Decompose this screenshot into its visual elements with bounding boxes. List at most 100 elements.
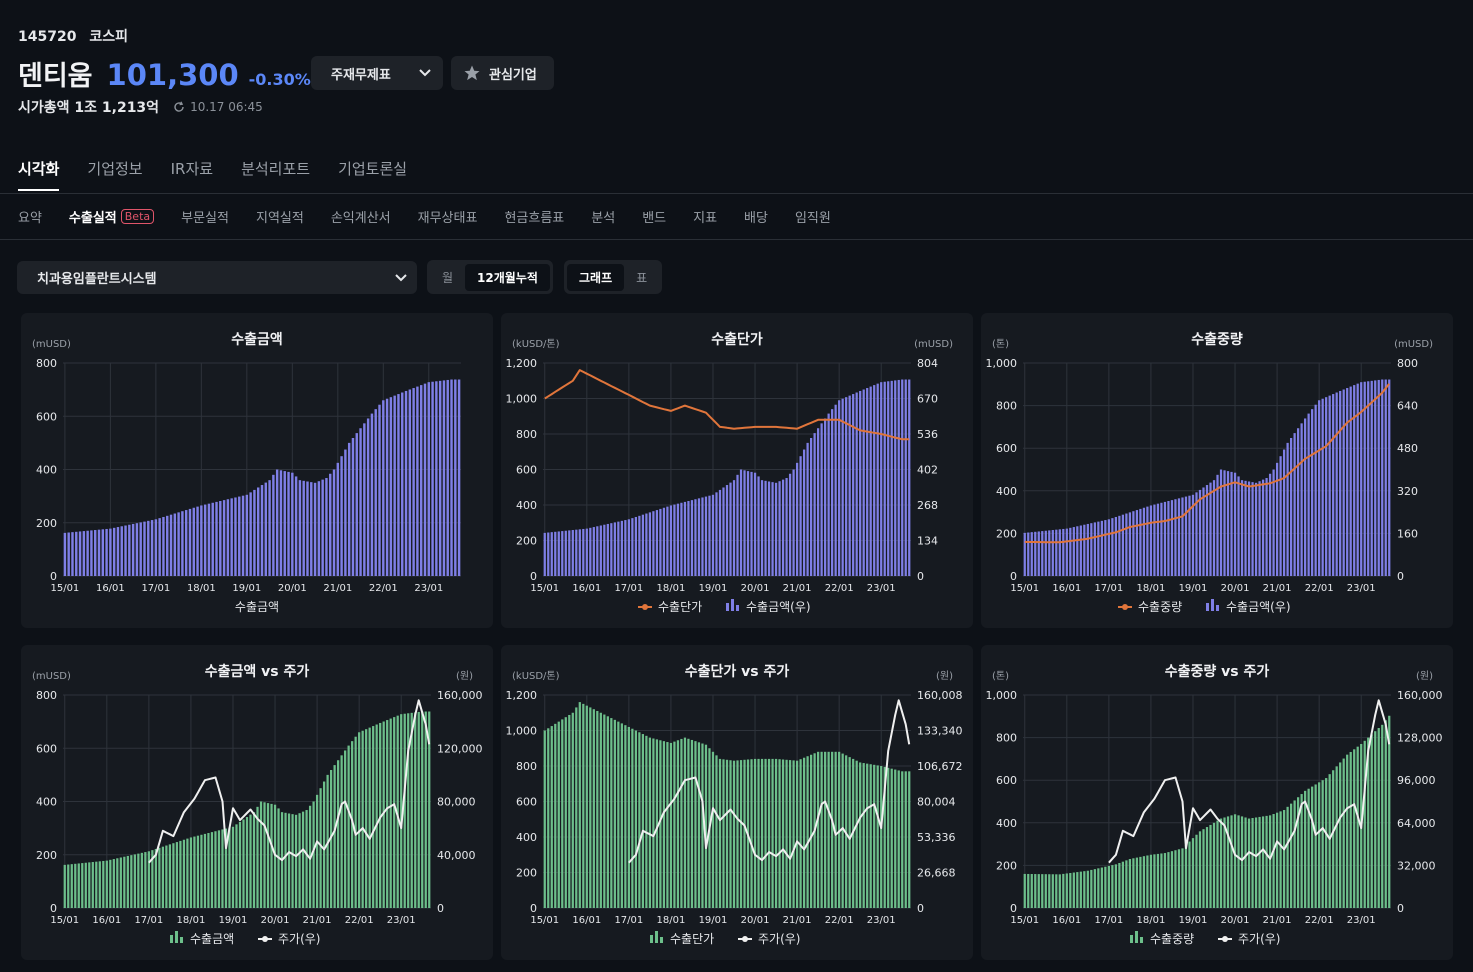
bar	[564, 530, 567, 576]
x-tick-label: 18/01	[1137, 915, 1166, 926]
view-option-graph[interactable]: 그래프	[567, 263, 625, 291]
unitprice-vs-price-chart: 수출단가 vs 주가 (kUSD/톤) (원) 0 200 400 600 800 1,000 1…	[506, 663, 963, 946]
period-option-ttm[interactable]: 12개월누적	[465, 263, 550, 291]
x-tick-label: 16/01	[1052, 915, 1081, 926]
tab-discussion[interactable]: 기업토론실	[338, 160, 408, 178]
subtab-cash-flow[interactable]: 현금흐름표	[504, 211, 565, 226]
bar	[446, 379, 449, 576]
bar	[1293, 433, 1296, 576]
tab-visualization[interactable]: 시각화	[18, 158, 60, 191]
chart-panel-export-amount: 수출금액 (mUSD) 0 200 400 600 800 15/01 16/01 17/01 18…	[21, 313, 493, 628]
period-option-monthly[interactable]: 월	[442, 270, 454, 285]
bar	[192, 507, 195, 576]
bar	[238, 496, 241, 576]
bar	[827, 413, 830, 576]
x-tick-label: 19/01	[699, 915, 728, 926]
favorite-button[interactable]: 관심기업	[451, 56, 554, 90]
bar	[1139, 856, 1142, 908]
bar	[575, 707, 578, 908]
bar	[1279, 456, 1282, 576]
company-name: 덴티움	[18, 61, 93, 92]
refresh-icon	[174, 101, 184, 112]
bar	[817, 751, 820, 908]
subtab-income-statement[interactable]: 손익계산서	[330, 211, 391, 226]
subtab-band[interactable]: 밴드	[642, 211, 667, 226]
bar	[1153, 504, 1156, 576]
bar	[119, 857, 122, 908]
bar	[848, 395, 851, 576]
financial-statement-dropdown[interactable]: 주재무제표	[311, 56, 443, 90]
bar	[165, 845, 168, 908]
bar	[1058, 529, 1061, 576]
tab-ir[interactable]: IR자료	[170, 160, 214, 178]
subtab-summary[interactable]: 요약	[18, 211, 42, 226]
bar	[690, 739, 694, 908]
bar	[252, 812, 256, 908]
bar	[1377, 728, 1380, 908]
bar	[1065, 873, 1068, 908]
y2-tick-label: 0	[1397, 570, 1404, 583]
subtab-executives[interactable]: 임직원	[794, 211, 831, 226]
bar	[690, 500, 694, 576]
bar	[568, 714, 571, 908]
bar	[139, 522, 142, 576]
bar	[1314, 784, 1317, 908]
y-tick-label: 800	[996, 400, 1017, 413]
subtab-export[interactable]: 수출실적 Beta	[69, 207, 155, 226]
subtab-analysis[interactable]: 분석	[591, 211, 616, 226]
subtab-dividend[interactable]: 배당	[744, 211, 768, 226]
bar	[424, 711, 427, 908]
bar	[1153, 854, 1156, 908]
view-option-table[interactable]: 표	[636, 270, 648, 285]
bar	[897, 379, 900, 576]
bar	[729, 760, 732, 908]
bar	[904, 771, 907, 908]
x-tick-label: 19/01	[1179, 915, 1208, 926]
bar	[186, 838, 189, 908]
bar	[880, 766, 883, 908]
bar	[124, 525, 127, 576]
bar	[887, 381, 890, 576]
bar	[1174, 850, 1177, 908]
bar	[1342, 389, 1345, 576]
bar	[820, 751, 823, 908]
x-tick-label: 22/01	[369, 583, 398, 594]
bar	[680, 738, 683, 908]
bar	[414, 712, 417, 908]
bar	[344, 449, 347, 576]
legend-bar-icon	[1140, 937, 1143, 943]
bar	[862, 763, 865, 908]
bar	[1100, 867, 1103, 908]
subtab-region[interactable]: 지역실적	[255, 211, 304, 226]
subtab-indicators[interactable]: 지표	[693, 211, 718, 226]
subtab-balance-sheet[interactable]: 재무상태표	[417, 211, 478, 226]
y-tick-label: 600	[996, 774, 1017, 787]
bar	[771, 758, 774, 908]
y-tick-label: 600	[36, 410, 57, 423]
bar	[386, 720, 389, 908]
subtab-segment[interactable]: 부문실적	[181, 211, 229, 226]
bar	[1286, 442, 1289, 576]
bar	[230, 498, 233, 576]
tab-analyst-reports[interactable]: 분석리포트	[241, 160, 311, 178]
bar	[1318, 400, 1321, 576]
left-axis-unit: (mUSD)	[32, 339, 71, 350]
tab-company-info[interactable]: 기업정보	[87, 160, 143, 178]
bar	[91, 862, 94, 908]
bar	[71, 532, 74, 576]
x-tick-label: 20/01	[261, 915, 290, 926]
y-tick-label: 1,000	[506, 725, 538, 738]
bar	[624, 520, 627, 576]
bar	[1111, 865, 1114, 908]
bar	[1275, 812, 1279, 908]
bar	[200, 505, 203, 576]
chart-title: 수출단가 vs 주가	[685, 663, 790, 680]
bar	[564, 717, 567, 908]
bar	[1335, 392, 1338, 576]
bar	[1156, 503, 1160, 576]
update-time[interactable]: 10.17 06:45	[173, 100, 263, 114]
product-select[interactable]: 치과용임플란트시스템	[17, 261, 417, 294]
y2-tick-label: 160,000	[1397, 689, 1443, 702]
bar	[1048, 530, 1051, 576]
bar	[617, 521, 620, 576]
